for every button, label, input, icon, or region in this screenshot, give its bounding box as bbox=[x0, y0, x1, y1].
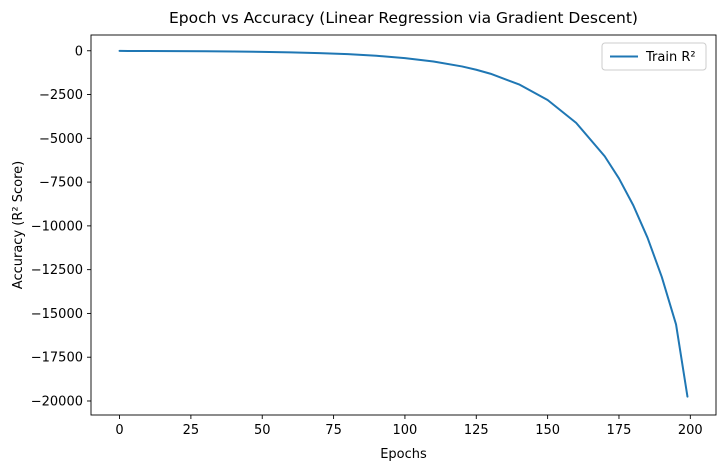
x-axis-ticks: 0 25 50 75 100 125 150 175 200 bbox=[115, 415, 703, 438]
y-tick-label: −20000 bbox=[31, 394, 83, 409]
legend: Train R² bbox=[601, 42, 707, 71]
y-axis-ticks: 0 −2500 −5000 −7500 −10000 −12500 −15000 −17500… bbox=[31, 44, 91, 409]
x-tick-label: 125 bbox=[464, 423, 489, 438]
x-tick-label: 50 bbox=[254, 423, 271, 438]
y-tick-label: −10000 bbox=[31, 219, 83, 234]
x-tick-label: 150 bbox=[535, 423, 560, 438]
y-tick-label: −2500 bbox=[39, 88, 83, 103]
x-tick-label: 200 bbox=[678, 423, 703, 438]
series-layer bbox=[118, 49, 689, 398]
y-tick-label: 0 bbox=[75, 44, 83, 59]
y-tick-label: −15000 bbox=[31, 307, 83, 322]
y-axis-label: Accuracy (R² Score) bbox=[11, 161, 26, 289]
x-tick-label: 0 bbox=[115, 423, 123, 438]
x-tick-label: 175 bbox=[607, 423, 632, 438]
plot-area-border bbox=[90, 34, 717, 416]
chart-title: Epoch vs Accuracy (Linear Regression via… bbox=[169, 9, 638, 27]
x-tick-label: 75 bbox=[325, 423, 342, 438]
y-tick-label: −5000 bbox=[39, 132, 83, 147]
y-tick-label: −7500 bbox=[39, 176, 83, 191]
y-tick-label: −12500 bbox=[31, 263, 83, 278]
series-line-1 bbox=[118, 49, 689, 398]
plot-frame bbox=[90, 34, 717, 416]
legend-box bbox=[601, 42, 707, 71]
y-tick-label: −17500 bbox=[31, 351, 83, 366]
x-tick-label: 100 bbox=[393, 423, 418, 438]
x-tick-label: 25 bbox=[183, 423, 200, 438]
x-axis-label: Epochs bbox=[380, 447, 427, 462]
legend-label: Train R² bbox=[645, 50, 696, 65]
